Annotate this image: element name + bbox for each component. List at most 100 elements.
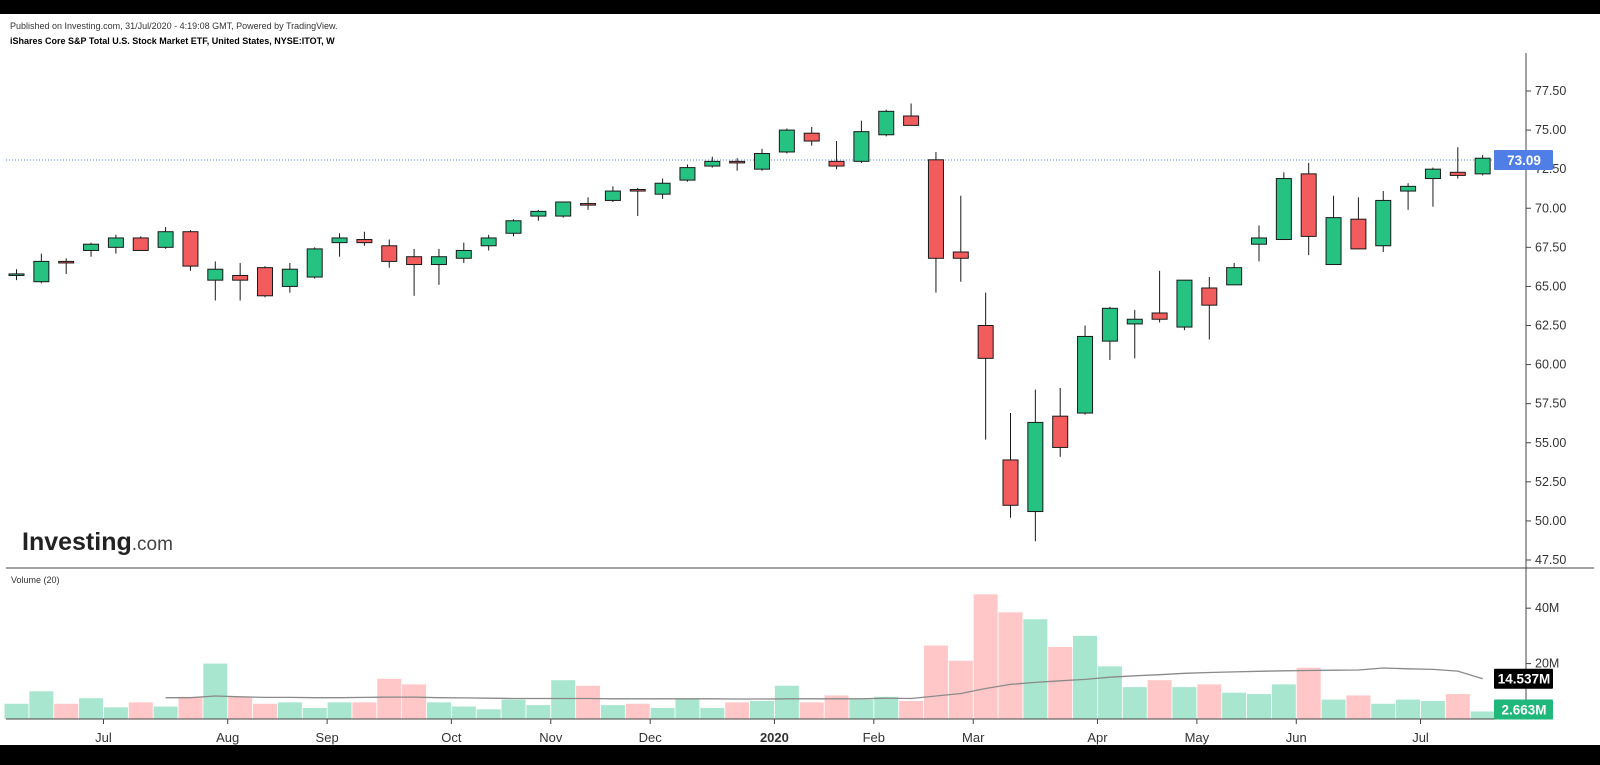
volume-bar	[1197, 684, 1222, 719]
candle-body	[629, 188, 646, 192]
candle-body	[207, 268, 224, 281]
candle-body	[555, 201, 572, 217]
candle-body	[1424, 168, 1441, 180]
candle-body	[33, 260, 50, 283]
candle	[281, 262, 298, 293]
volume-bar	[998, 612, 1023, 719]
price-tick-label: 50.00	[1535, 514, 1566, 528]
volume-bar	[1048, 646, 1073, 719]
volume-bar	[4, 703, 29, 719]
candle	[903, 103, 920, 126]
candle	[803, 126, 820, 146]
candle	[430, 248, 447, 285]
price-tick-label: 77.50	[1535, 84, 1566, 98]
time-tick-label: Aug	[216, 730, 239, 745]
candle-body	[878, 110, 895, 136]
candle-body	[704, 160, 721, 167]
price-tick-label: 57.50	[1535, 397, 1566, 411]
price-tick-label: 55.00	[1535, 436, 1566, 450]
published-text: Published on Investing.com, 31/Jul/2020 …	[10, 21, 338, 31]
time-tick-label: Apr	[1087, 730, 1108, 745]
volume-bar	[551, 680, 576, 719]
candle	[927, 151, 944, 293]
volume-tick-label: 20M	[1535, 657, 1559, 671]
volume-bar	[1023, 619, 1048, 719]
volume-bar	[750, 700, 774, 719]
candle-body	[132, 237, 149, 251]
candle	[1474, 155, 1491, 176]
volume-bar	[103, 707, 128, 719]
candle-body	[1226, 267, 1243, 286]
candle-body	[1176, 279, 1193, 328]
price-tick-label: 47.50	[1535, 553, 1566, 567]
volume-bar	[1396, 699, 1421, 719]
time-tick-label: Nov	[539, 730, 563, 745]
candle	[207, 261, 224, 301]
candle	[828, 141, 845, 170]
candle-body	[1101, 307, 1118, 342]
candle	[58, 258, 75, 274]
candle-body	[1350, 218, 1367, 250]
volume-bar	[203, 663, 228, 719]
candle-body	[1027, 421, 1044, 513]
candle	[853, 120, 870, 163]
candle-body	[977, 325, 994, 359]
time-tick-label: Mar	[962, 730, 985, 745]
price-tick-label: 67.50	[1535, 240, 1566, 254]
candle-body	[1201, 287, 1218, 306]
candle-body	[480, 237, 497, 247]
candle-body	[729, 160, 746, 164]
value-tags: 73.09 14.537M 2.663M	[1494, 149, 1553, 720]
candle	[107, 234, 124, 254]
candle-body	[356, 239, 373, 244]
candle-body	[83, 243, 100, 251]
volume-bar	[352, 702, 377, 719]
volume-bar	[600, 705, 625, 719]
volume-last-tag-box	[1494, 699, 1553, 720]
candle-body	[1449, 171, 1466, 176]
candle	[729, 158, 746, 171]
candle-body	[1325, 217, 1342, 266]
volume-bar	[128, 702, 153, 719]
candle	[654, 178, 671, 199]
candle	[555, 201, 572, 218]
candle-body	[107, 237, 124, 248]
volume-bar	[153, 706, 178, 719]
volume-bar	[29, 691, 54, 719]
price-tick-label: 65.00	[1535, 279, 1566, 293]
volume-bar	[426, 702, 451, 719]
volume-ma-tag-box	[1494, 668, 1553, 689]
candle-body	[232, 274, 249, 281]
candle-body	[281, 268, 298, 287]
candle-body	[828, 160, 845, 167]
candle	[1350, 197, 1367, 250]
candle	[1077, 325, 1094, 415]
candle	[306, 247, 323, 279]
volume-bar	[774, 685, 799, 719]
time-tick-label: Sep	[316, 730, 339, 745]
candle-body	[778, 129, 795, 153]
volume-bar	[1271, 684, 1296, 719]
candle-body	[455, 249, 472, 259]
volume-bar	[874, 696, 899, 719]
last-price-tag: 73.09	[1494, 149, 1553, 170]
price-tick-label: 52.50	[1535, 475, 1566, 489]
candle-body	[182, 231, 199, 267]
candle	[1300, 162, 1317, 256]
price-tick-label: 62.50	[1535, 319, 1566, 333]
logo-main: Investing	[22, 528, 132, 556]
candle-body	[1002, 459, 1019, 506]
volume-bar	[1222, 692, 1247, 719]
candle	[629, 187, 646, 217]
volume-bar	[1122, 687, 1147, 719]
volume-bar	[1470, 711, 1495, 719]
candle	[356, 231, 373, 246]
volume-bar	[576, 685, 601, 719]
candle	[8, 269, 25, 281]
volume-bar	[178, 696, 203, 719]
candle-body	[1474, 157, 1491, 175]
candle	[1002, 413, 1019, 518]
candle	[604, 186, 621, 202]
volume-bar	[302, 707, 327, 719]
time-tick-label: Dec	[639, 730, 663, 745]
